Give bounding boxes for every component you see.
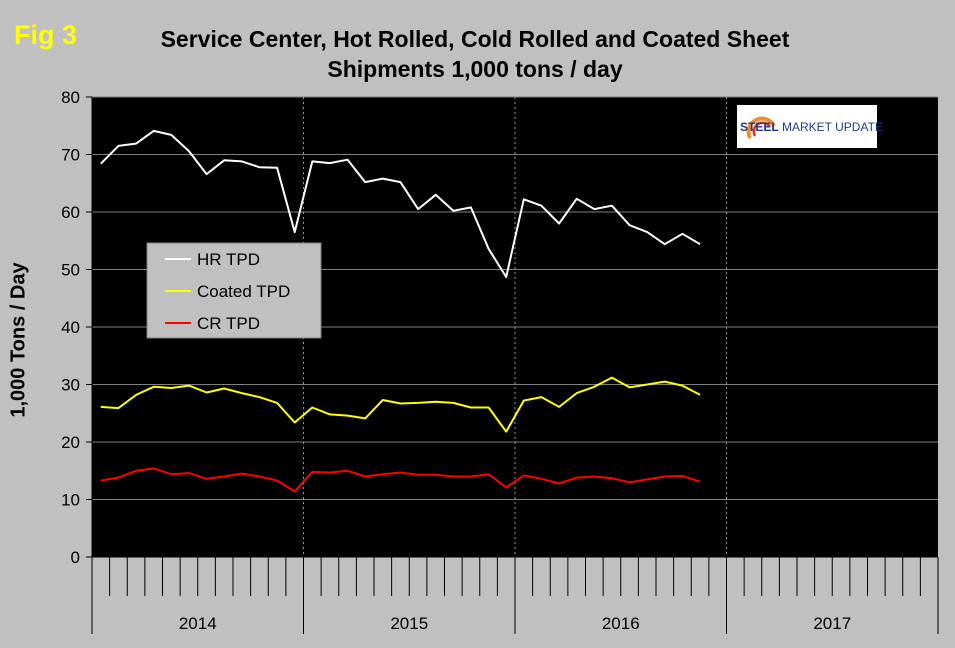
y-tick-label-40: 40 — [61, 318, 80, 337]
logo-box — [737, 105, 877, 148]
steel-market-update-logo: STEEL MARKET UPDATE — [737, 105, 883, 148]
year-label-2014: 2014 — [179, 614, 217, 633]
year-label-2016: 2016 — [602, 614, 640, 633]
logo-swoosh-icon — [746, 116, 776, 139]
y-tick-label-70: 70 — [61, 146, 80, 165]
legend-label-hr-tpd: HR TPD — [197, 250, 260, 269]
chart-title-line-1: Service Center, Hot Rolled, Cold Rolled … — [160, 26, 790, 52]
logo-swoosh-inner-icon — [752, 121, 772, 137]
y-tick-label-30: 30 — [61, 376, 80, 395]
series-line-coated-tpd — [100, 376, 701, 433]
chart-title: Service Center, Hot Rolled, Cold Rolled … — [100, 24, 850, 84]
figure-label: Fig 3 — [14, 20, 78, 50]
year-label-2017: 2017 — [813, 614, 851, 633]
y-tick-label-0: 0 — [71, 548, 80, 567]
y-tick-label-80: 80 — [61, 88, 80, 107]
logo-word-steel: STEEL — [740, 120, 779, 134]
x-axis: 2014 2015 2016 2017 — [91, 556, 939, 634]
logo-word-market-update: MARKET UPDATE — [782, 120, 883, 134]
legend-label-coated-tpd: Coated TPD — [197, 282, 290, 301]
series-line-cr-tpd — [100, 467, 701, 493]
chart-title-line-2: Shipments 1,000 tons / day — [327, 56, 623, 82]
y-axis: 0 10 20 30 40 50 60 70 80 — [61, 88, 93, 567]
y-tick-label-50: 50 — [61, 261, 80, 280]
gridlines — [92, 96, 938, 557]
y-tick-label-10: 10 — [61, 491, 80, 510]
y-tick-label-20: 20 — [61, 433, 80, 452]
series-lines — [100, 129, 701, 493]
legend-label-cr-tpd: CR TPD — [197, 314, 260, 333]
y-tick-label-60: 60 — [61, 203, 80, 222]
series-line-hr-tpd — [100, 129, 701, 278]
legend: HR TPD Coated TPD CR TPD — [146, 242, 322, 339]
year-label-2015: 2015 — [390, 614, 428, 633]
